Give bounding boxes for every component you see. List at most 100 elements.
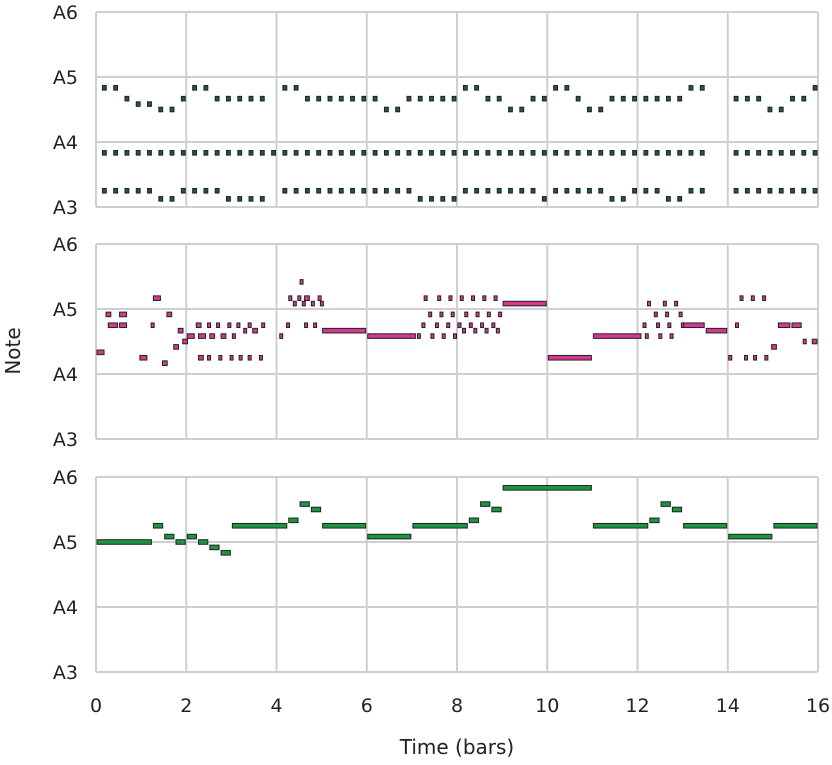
note [744, 354, 749, 361]
note [464, 311, 469, 318]
note [96, 349, 105, 356]
note [632, 95, 637, 102]
note [448, 295, 453, 301]
note [598, 106, 604, 113]
note [665, 95, 671, 102]
note [299, 501, 310, 507]
y-tick-label: A5 [53, 67, 78, 89]
note [282, 85, 288, 91]
note [733, 150, 739, 156]
note [547, 354, 592, 361]
note [462, 85, 468, 91]
note [677, 196, 683, 202]
y-tick-label: A5 [53, 299, 78, 321]
note [304, 150, 310, 156]
note [778, 187, 784, 194]
note [688, 187, 694, 194]
note [649, 517, 660, 524]
note [553, 150, 559, 156]
note [177, 327, 184, 334]
note [216, 322, 221, 329]
note [226, 196, 231, 202]
note [620, 196, 626, 202]
note [790, 187, 795, 194]
note [175, 539, 186, 545]
note [437, 295, 442, 301]
note [417, 150, 423, 156]
note [620, 150, 626, 156]
note [777, 322, 791, 329]
note [459, 295, 464, 301]
note [564, 85, 570, 91]
note [226, 95, 231, 102]
note [293, 85, 299, 91]
note [361, 150, 367, 156]
note [496, 95, 502, 102]
note [180, 95, 186, 102]
note [395, 106, 401, 113]
note [259, 95, 265, 102]
note [575, 150, 581, 156]
note [372, 150, 378, 156]
y-tick-label: A3 [53, 662, 78, 684]
note [322, 522, 367, 529]
note [733, 187, 739, 194]
note [739, 295, 744, 301]
note [587, 187, 592, 194]
note [214, 95, 220, 102]
note [327, 150, 333, 156]
note [316, 150, 322, 156]
note [530, 150, 536, 156]
note [169, 150, 175, 156]
note [474, 187, 480, 194]
note [767, 187, 773, 194]
note [553, 85, 559, 91]
note [654, 187, 660, 194]
note [317, 295, 322, 301]
note [468, 322, 473, 329]
note [473, 327, 478, 334]
note [209, 333, 216, 339]
note [161, 360, 168, 366]
note [288, 517, 299, 524]
note [699, 85, 705, 91]
note [218, 354, 223, 361]
note [744, 95, 750, 102]
note [203, 150, 209, 156]
note [669, 333, 674, 339]
note [304, 187, 310, 194]
note [801, 187, 807, 194]
note [598, 150, 604, 156]
note [575, 187, 581, 194]
note [238, 354, 243, 361]
note [486, 311, 491, 318]
note [237, 196, 243, 202]
note [440, 150, 446, 156]
note [113, 85, 119, 91]
note [440, 196, 446, 202]
note [297, 295, 302, 301]
note [756, 150, 762, 156]
note [654, 95, 660, 102]
note [485, 95, 491, 102]
grid [95, 11, 819, 208]
x-tick-label: 0 [90, 695, 102, 717]
note [705, 327, 728, 334]
note [812, 150, 818, 156]
note [372, 187, 378, 194]
note [801, 150, 807, 156]
note [660, 501, 671, 507]
note [383, 106, 389, 113]
note [598, 187, 604, 194]
note [656, 322, 661, 329]
note [451, 196, 457, 202]
note [699, 187, 705, 194]
note [227, 322, 232, 329]
note [530, 95, 536, 102]
y-tick-label: A6 [53, 234, 78, 256]
note [286, 322, 291, 329]
note [147, 101, 152, 107]
note [609, 95, 615, 102]
note [207, 322, 212, 329]
note [564, 187, 570, 194]
